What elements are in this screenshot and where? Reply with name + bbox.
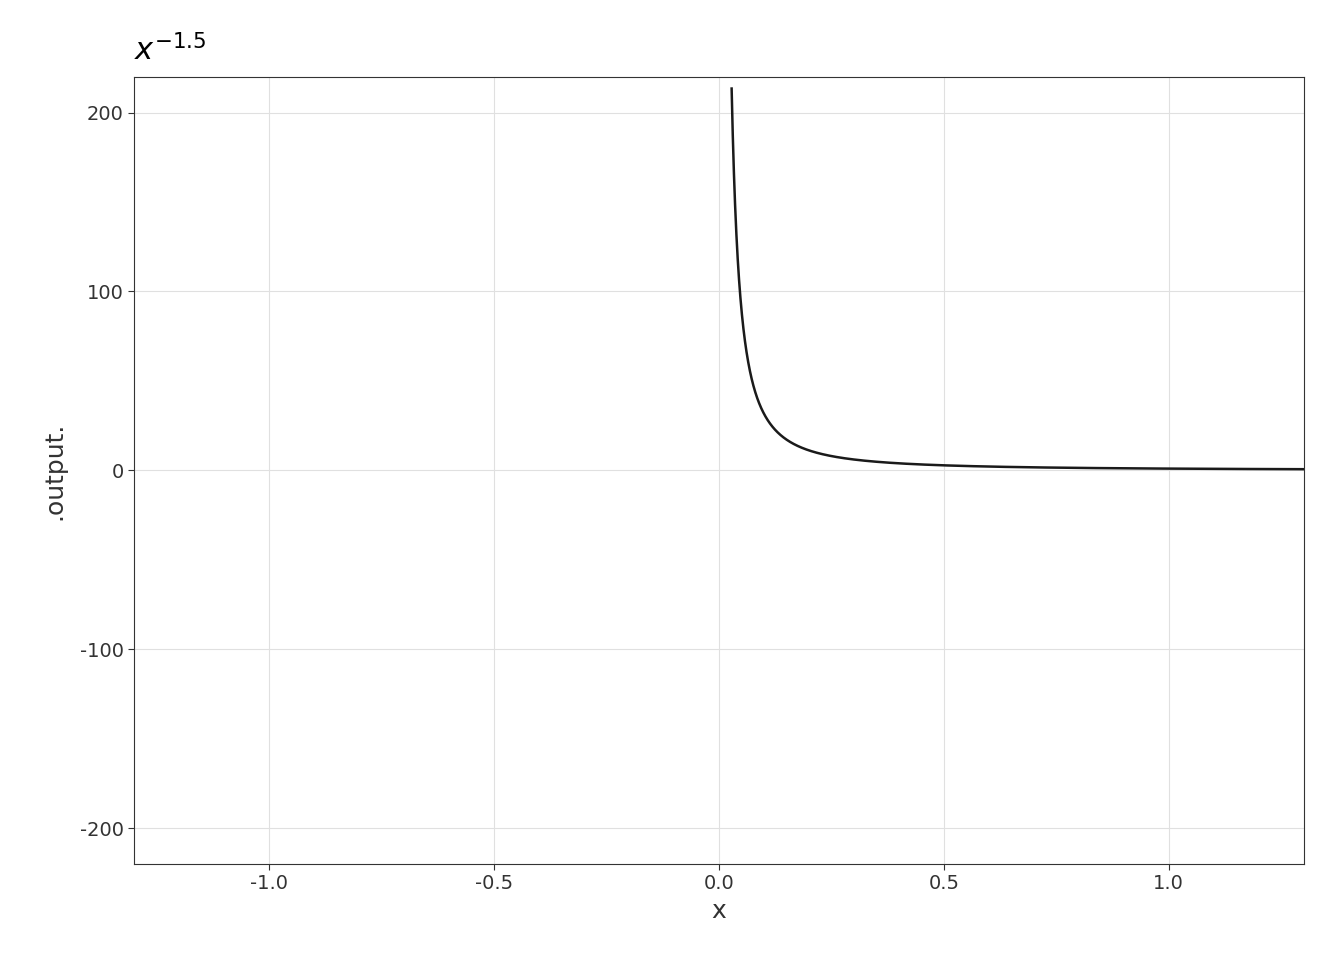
Y-axis label: .output.: .output. — [42, 421, 66, 519]
X-axis label: x: x — [712, 899, 726, 923]
Text: $x^{-1.5}$: $x^{-1.5}$ — [134, 34, 207, 66]
